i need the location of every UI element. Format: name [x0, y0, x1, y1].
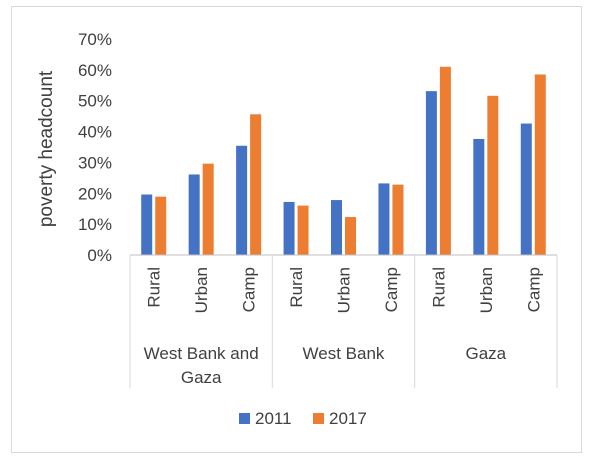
bar-2017-2	[250, 114, 262, 255]
y-axis-label: poverty headcount	[36, 70, 57, 227]
bar-2017-7	[487, 95, 499, 255]
category-label: Rural	[287, 267, 306, 308]
category-label: Camp	[524, 267, 543, 312]
bar-2011-4	[331, 200, 342, 255]
bar-2017-0	[155, 196, 167, 255]
bar-2011-1	[188, 174, 200, 255]
bar-2017-8	[534, 74, 546, 255]
legend-label-2011: 2011	[255, 409, 292, 428]
bar-2017-3	[297, 205, 309, 255]
legend-label-2017: 2017	[329, 409, 367, 428]
y-tick-label: 50%	[78, 92, 112, 111]
bar-2017-1	[202, 163, 214, 255]
bar-2011-3	[283, 201, 295, 255]
category-label: Urban	[192, 267, 211, 313]
chart-frame	[11, 6, 582, 453]
bar-2011-2	[236, 145, 248, 255]
y-tick-label: 40%	[78, 123, 112, 142]
category-label: Urban	[477, 267, 496, 313]
y-tick-label: 70%	[78, 30, 112, 49]
bar-2017-5	[392, 184, 404, 255]
legend-swatch-2017	[313, 413, 324, 424]
category-label: Camp	[382, 267, 401, 312]
bar-2011-0	[141, 194, 153, 255]
category-label: Urban	[335, 267, 354, 313]
bar-2017-6	[439, 66, 451, 256]
category-label: Camp	[240, 267, 259, 312]
y-tick-label: 10%	[78, 215, 112, 234]
bar-2011-8	[520, 123, 532, 255]
y-tick-label: 20%	[78, 184, 112, 203]
group-label: Gaza	[466, 344, 507, 363]
category-label: Rural	[429, 267, 448, 308]
y-tick-label: 30%	[78, 153, 112, 172]
bar-2011-7	[473, 138, 485, 255]
bar-2011-6	[425, 91, 437, 255]
y-tick-label: 60%	[78, 61, 112, 80]
category-label: Rural	[145, 267, 164, 308]
y-tick-label: 0%	[87, 246, 112, 265]
legend-swatch-2011	[239, 413, 250, 424]
bar-2011-5	[378, 183, 390, 255]
group-label: West Bank and Gaza	[144, 344, 259, 387]
group-label: West Bank	[303, 344, 385, 363]
bar-2017-4	[345, 217, 356, 255]
